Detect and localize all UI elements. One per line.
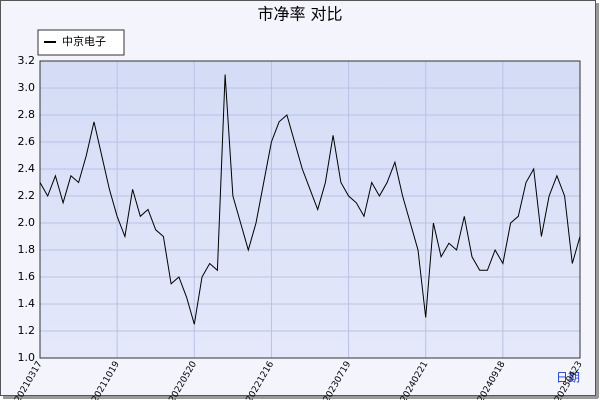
y-tick-label: 3.0 (18, 81, 36, 94)
y-tick-label: 2.8 (18, 108, 36, 121)
y-tick-label: 2.0 (18, 216, 36, 229)
plot-border (39, 60, 581, 359)
y-tick-label: 1.4 (18, 297, 36, 310)
y-tick-label: 1.2 (18, 324, 36, 337)
y-tick-label: 2.6 (18, 135, 36, 148)
y-tick-label: 2.4 (18, 162, 36, 175)
y-tick-label: 1.8 (18, 243, 36, 256)
chart-title: 市净率 对比 (257, 5, 342, 24)
series-line (39, 74, 581, 325)
frame-shadow (3, 396, 598, 399)
frame-shadow (596, 3, 599, 398)
plot-area (40, 61, 580, 358)
y-tick-label: 2.2 (18, 189, 36, 202)
y-tick-label: 3.2 (18, 54, 36, 67)
legend-label: 中京电子 (62, 34, 106, 48)
y-tick-label: 1.0 (18, 351, 36, 364)
x-axis-label: 日期 (556, 371, 580, 385)
y-tick-label: 1.6 (18, 270, 36, 283)
